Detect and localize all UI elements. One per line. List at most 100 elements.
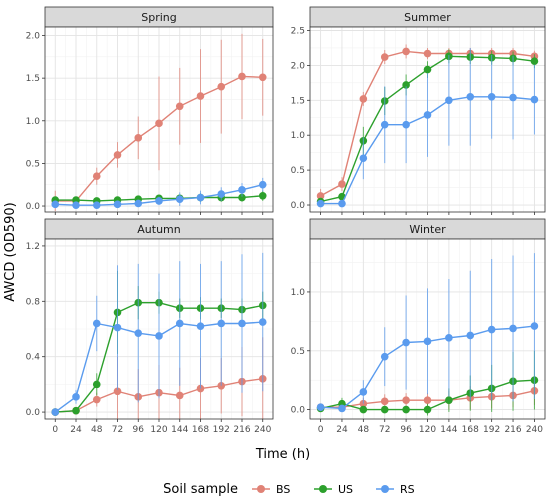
data-point-bs [316,192,325,200]
x-tick-label: 168 [192,425,209,435]
y-tick-label: 0.8 [26,297,41,307]
data-point-bs [196,92,205,100]
data-point-rs [134,329,143,337]
data-point-rs [196,193,205,202]
x-axis-title: Time (h) [255,447,310,462]
data-point-rs [217,190,226,198]
x-tick-label: 192 [213,425,230,435]
x-tick-label: 0 [318,425,324,435]
series-rs-winter [316,253,539,413]
series-rs-summer [316,47,539,208]
x-tick-label: 72 [112,425,123,435]
x-tick-label: 0 [52,425,58,435]
data-point-bs [423,49,432,58]
x-tick-label: 240 [254,425,271,435]
data-point-bs [402,47,410,56]
x-tick-label: 120 [150,425,167,435]
data-point-rs [530,322,539,330]
panel-title-autumn: Autumn [137,223,180,236]
data-point-bs [380,397,389,406]
legend-entry-bs: BS [252,483,290,496]
data-point-bs [217,82,226,91]
y-tick-label: 2.0 [26,32,41,42]
panel-border [44,238,274,420]
data-point-rs [466,331,475,340]
legend-label-rs: RS [400,483,415,496]
x-tick-label: 192 [483,425,500,435]
data-point-rs [380,120,389,129]
y-tick-label: 1.5 [26,74,40,84]
data-point-rs [72,393,80,401]
series-rs-spring [51,177,267,209]
data-point-bs [380,53,389,61]
y-tick-label: 1.0 [291,288,306,298]
legend-label-us: US [338,483,353,496]
series-rs-autumn [51,252,267,416]
data-point-bs [113,387,122,396]
data-point-bs [258,73,267,82]
data-point-rs [380,352,389,361]
data-point-bs [423,396,432,404]
y-tick-label: 0.0 [26,202,41,212]
x-tick-label: 120 [419,425,436,435]
data-point-rs [466,93,475,101]
data-point-bs [338,180,346,188]
data-point-bs [92,172,101,180]
y-tick-label: 0.5 [291,347,305,357]
legend-entry-us: US [314,483,353,496]
data-point-us [402,81,410,89]
y-tick-label: 0.0 [291,406,306,416]
data-point-rs [72,201,80,209]
data-point-bs [113,151,122,159]
x-tick-label: 216 [504,425,521,435]
x-tick-label: 240 [526,425,543,435]
y-tick-label: 2.0 [291,61,306,71]
data-point-us [238,193,246,202]
data-point-bs [402,396,410,404]
data-point-rs [445,96,453,105]
data-point-us [92,380,101,389]
y-tick-label: 0.5 [26,159,40,169]
data-point-rs [175,195,184,204]
legend-key-us [319,485,327,493]
data-point-rs [155,332,163,340]
data-point-rs [423,111,432,119]
data-point-rs [338,199,346,208]
panel-border [309,238,546,420]
data-point-bs [134,134,143,142]
legend-entry-rs: RS [376,483,415,496]
data-point-us [445,396,453,404]
x-tick-label: 24 [70,425,82,435]
data-point-rs [92,319,101,328]
y-tick-label: 0.0 [26,408,41,418]
panel-border [309,26,546,213]
x-tick-label: 48 [91,425,103,435]
legend-key-bs [257,485,265,493]
data-point-bs [175,391,184,400]
data-point-rs [338,404,346,413]
y-tick-label: 1.0 [26,117,41,127]
y-tick-label: 1.5 [291,96,305,106]
data-point-bs [155,119,163,128]
data-point-rs [155,197,163,205]
x-tick-label: 96 [400,425,412,435]
chart-panels: Spring 0.0 0.5 1.0 1.5 2.0 Summer 0.0 0.5 1.0 1.5 2… [26,6,546,435]
data-point-rs [402,120,410,129]
data-point-rs [445,334,453,342]
panel-winter: Winter 0.0 0.5 1.0 0 24 48 72 96 120 144 168 192 216 2… [291,218,546,435]
data-point-rs [530,95,539,104]
legend-title: Soil sample [163,482,238,497]
data-point-rs [316,199,325,208]
x-tick-label: 168 [462,425,479,435]
data-point-rs [113,200,122,209]
data-point-rs [316,403,325,412]
data-point-rs [258,180,267,189]
x-tick-label: 96 [133,425,145,435]
data-point-rs [238,319,246,328]
x-tick-label: 144 [440,425,457,435]
data-point-us [380,405,389,414]
data-point-us [72,406,80,415]
data-point-bs [92,395,101,404]
data-point-bs [359,95,368,103]
